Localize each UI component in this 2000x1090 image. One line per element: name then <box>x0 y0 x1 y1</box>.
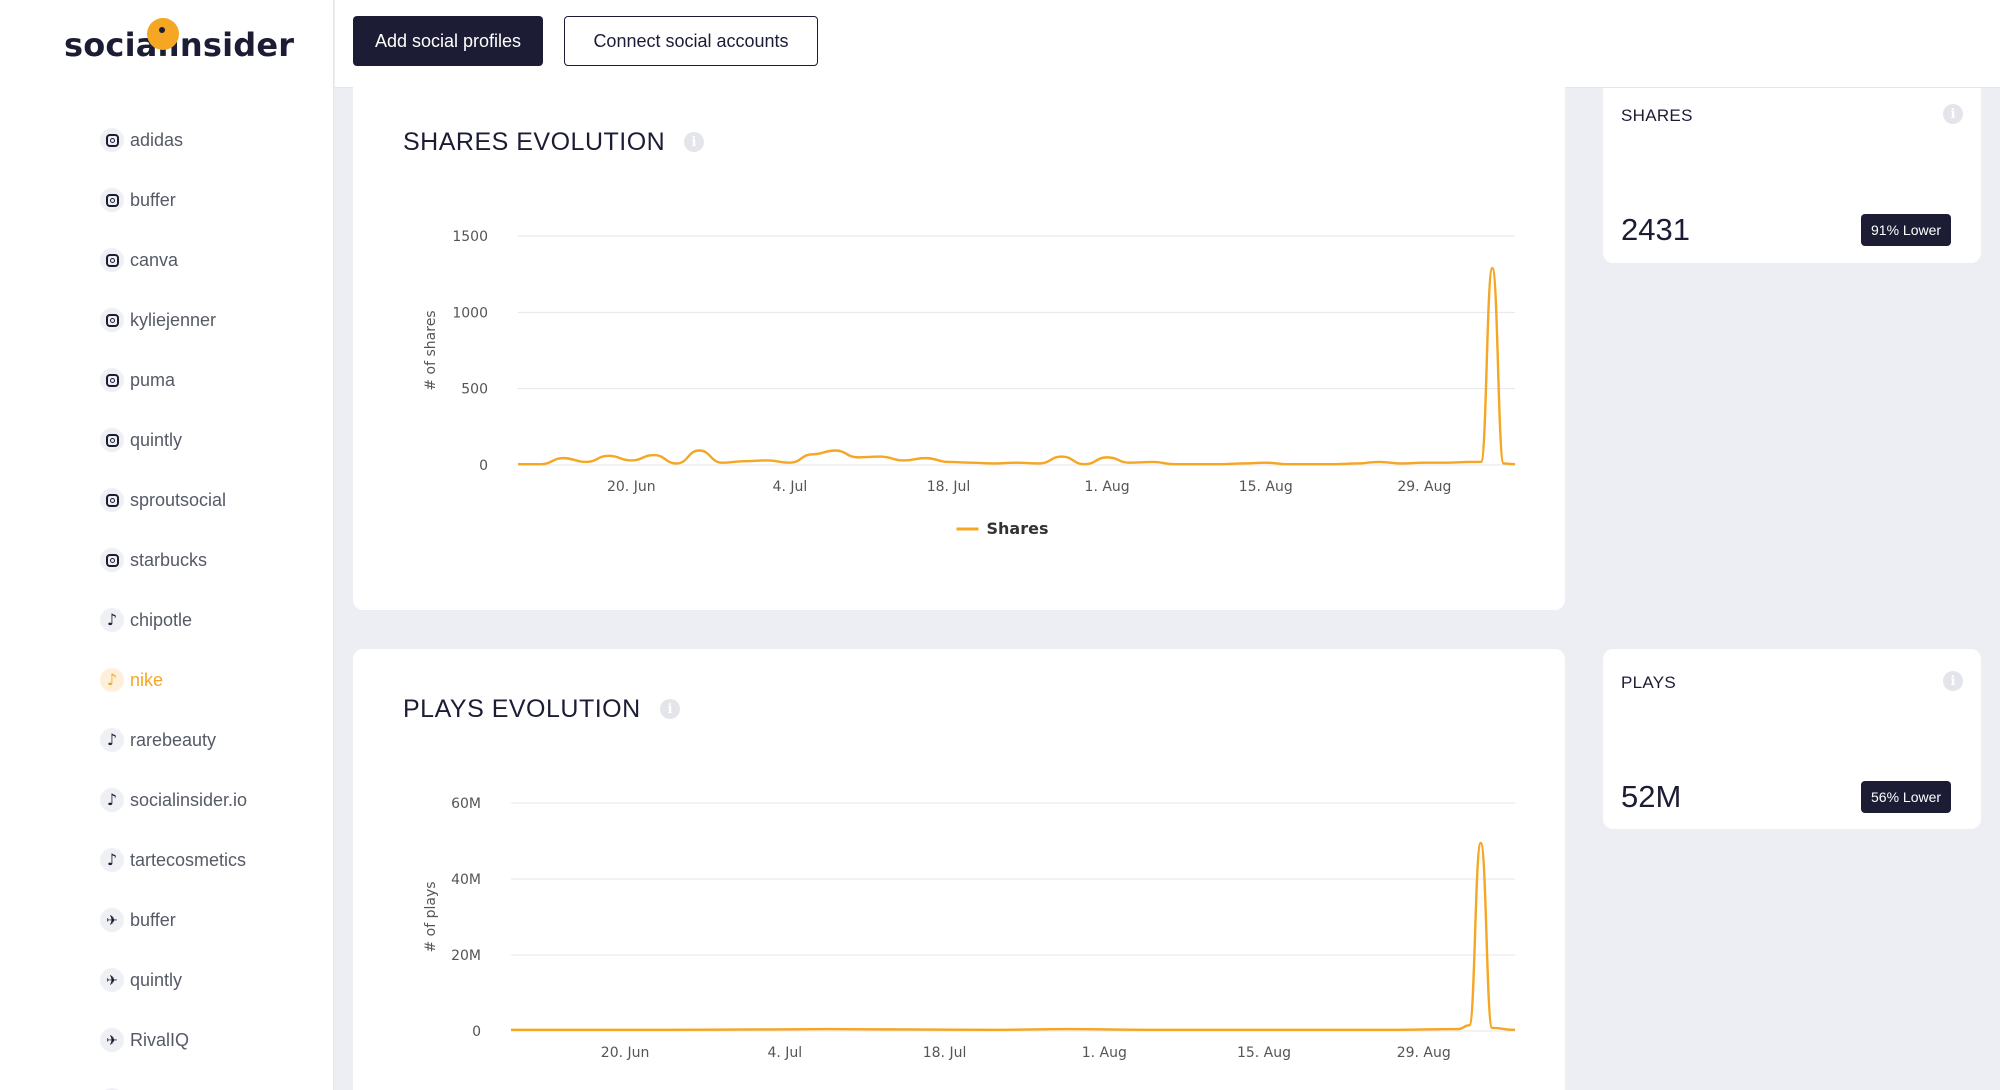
sidebar-item-chipotle[interactable]: ♪ chipotle <box>100 590 247 650</box>
sidebar-item-label: buffer <box>130 189 176 210</box>
twitter-icon: ✈ <box>100 968 124 992</box>
sidebar-item-label: buffer <box>130 909 176 930</box>
x-tick-label: 15. Aug <box>1237 1045 1291 1061</box>
x-tick-label: 29. Aug <box>1397 479 1451 495</box>
instagram-icon <box>100 308 124 332</box>
y-tick-label: 1500 <box>452 229 488 245</box>
sidebar-item-rarebeauty[interactable]: ♪ rarebeauty <box>100 710 247 770</box>
y-tick-label: 20M <box>451 948 481 964</box>
shares-change-badge: 91% Lower <box>1861 214 1952 246</box>
sidebar-item-sproutsocial[interactable]: sproutsocial <box>100 470 247 530</box>
y-tick-label: 0 <box>472 1024 481 1040</box>
sidebar-item-label: quintly <box>130 969 183 990</box>
sidebar-item-canva[interactable]: canva <box>100 230 247 290</box>
tiktok-icon: ♪ <box>100 728 124 752</box>
instagram-icon <box>100 488 124 512</box>
x-tick-label: 1. Aug <box>1082 1045 1127 1061</box>
series-line[interactable] <box>510 841 1516 1032</box>
plays-stat-card: PLAYS i 52M 56% Lower <box>1603 649 1981 829</box>
sidebar-item-label: RivalIQ <box>130 1029 190 1050</box>
sidebar-item-label: puma <box>130 369 176 390</box>
y-axis-title: # of shares <box>423 310 439 390</box>
series-line[interactable] <box>517 266 1516 466</box>
plays-stat-value: 52M <box>1621 779 1682 814</box>
x-tick-label: 4. Jul <box>773 479 808 495</box>
plays-line-chart: 0 20M 40M 60M 20. Jun 4. Jul 18. Jul 1. Aug 15. … <box>423 796 1516 1061</box>
sidebar-item-adidas[interactable]: adidas <box>100 110 247 170</box>
tiktok-icon: ♪ <box>100 668 124 692</box>
plays-evolution-card: PLAYS EVOLUTION i 0 20M 40M 60M 20. Jun 4. Ju… <box>353 649 1565 1090</box>
sidebar-item-buffer[interactable]: buffer <box>100 170 247 230</box>
y-axis-title: # of plays <box>423 881 439 952</box>
tiktok-icon: ♪ <box>100 608 124 632</box>
y-tick-label: 1000 <box>452 305 488 321</box>
y-tick-label: 500 <box>461 382 488 398</box>
info-icon[interactable]: i <box>660 699 680 719</box>
x-tick-label: 18. Jul <box>923 1045 967 1061</box>
info-icon[interactable]: i <box>1943 104 1963 124</box>
shares-evolution-card: SHARES EVOLUTION i 0 500 1000 1500 20. Jun 4.… <box>353 70 1565 610</box>
add-social-profiles-button[interactable]: Add social profiles <box>353 16 543 66</box>
connect-social-accounts-button[interactable]: Connect social accounts <box>564 16 818 66</box>
info-icon[interactable]: i <box>684 132 704 152</box>
sidebar-item-label: adidas <box>130 129 184 150</box>
sidebar-item-rivaliq[interactable]: ✈ RivalIQ <box>100 1010 247 1070</box>
shares-stat-label: SHARES <box>1621 106 1693 125</box>
x-tick-label: 1. Aug <box>1085 479 1130 495</box>
x-tick-label: 18. Jul <box>927 479 971 495</box>
y-tick-label: 40M <box>451 872 481 888</box>
sidebar-item-kyliejenner[interactable]: kyliejenner <box>100 290 247 350</box>
x-tick-label: 29. Aug <box>1397 1045 1451 1061</box>
sidebar-item-puma[interactable]: puma <box>100 350 247 410</box>
instagram-icon <box>100 548 124 572</box>
shares-stat-value: 2431 <box>1621 212 1690 247</box>
plays-chart-title: PLAYS EVOLUTION <box>403 695 641 723</box>
x-tick-label: 20. Jun <box>601 1045 650 1061</box>
sidebar-item-nike[interactable]: ♪ nike <box>100 650 247 710</box>
instagram-icon <box>100 428 124 452</box>
sidebar-item-label: tartecosmetics <box>130 849 247 870</box>
sidebar-item-starbucks[interactable]: starbucks <box>100 530 247 590</box>
instagram-icon <box>100 368 124 392</box>
logo-mark-icon <box>147 18 179 50</box>
plays-change-badge: 56% Lower <box>1861 781 1952 813</box>
shares-stat-card: SHARES i 2431 91% Lower <box>1603 88 1981 263</box>
twitter-icon: ✈ <box>100 1028 124 1052</box>
sidebar-item-label: socialinsider.io <box>130 789 248 810</box>
info-icon[interactable]: i <box>1943 671 1963 691</box>
sidebar-item-label: sproutsocial <box>130 489 227 510</box>
sidebar-item-label: rarebeauty <box>130 729 217 750</box>
instagram-icon <box>100 248 124 272</box>
tiktok-icon: ♪ <box>100 848 124 872</box>
instagram-icon <box>100 188 124 212</box>
twitter-icon: ✈ <box>100 908 124 932</box>
shares-line-chart: 0 500 1000 1500 20. Jun 4. Jul 18. Jul 1. Aug 15… <box>423 229 1516 538</box>
tiktok-icon: ♪ <box>100 788 124 812</box>
sidebar-item-socialinsider-io[interactable]: ♪ socialinsider.io <box>100 770 247 830</box>
y-tick-label: 60M <box>451 796 481 812</box>
plays-stat-label: PLAYS <box>1621 673 1677 692</box>
sidebar-item-label: chipotle <box>130 609 193 630</box>
sidebar-item-label: kyliejenner <box>130 309 217 330</box>
sidebar-item-tartecosmetics[interactable]: ♪ tartecosmetics <box>100 830 247 890</box>
x-tick-label: 15. Aug <box>1239 479 1293 495</box>
x-tick-label: 20. Jun <box>607 479 656 495</box>
x-tick-label: 4. Jul <box>767 1045 802 1061</box>
sidebar-item-buffer[interactable]: ✈ buffer <box>100 890 247 950</box>
shares-chart-title: SHARES EVOLUTION <box>403 128 666 156</box>
logo[interactable]: socialinsider <box>64 26 295 64</box>
sidebar-item-label: nike <box>130 669 164 690</box>
instagram-icon <box>100 128 124 152</box>
sidebar-item-label: starbucks <box>130 549 208 570</box>
sidebar-item-label: canva <box>130 249 179 270</box>
sidebar-item-label: quintly <box>130 429 183 450</box>
sidebar: socialinsider adidas buffer canva kyliejenn… <box>0 0 334 1090</box>
sidebar-item-sproutsocial[interactable]: ✈SproutSocial <box>100 1070 247 1090</box>
legend-item-shares[interactable]: Shares <box>987 519 1049 538</box>
sidebar-item-quintly[interactable]: quintly <box>100 410 247 470</box>
y-tick-label: 0 <box>479 458 488 474</box>
sidebar-item-quintly[interactable]: ✈ quintly <box>100 950 247 1010</box>
twitter-icon: ✈ <box>100 1088 124 1090</box>
profile-list: adidas buffer canva kyliejenner puma quintly s… <box>100 110 247 1090</box>
